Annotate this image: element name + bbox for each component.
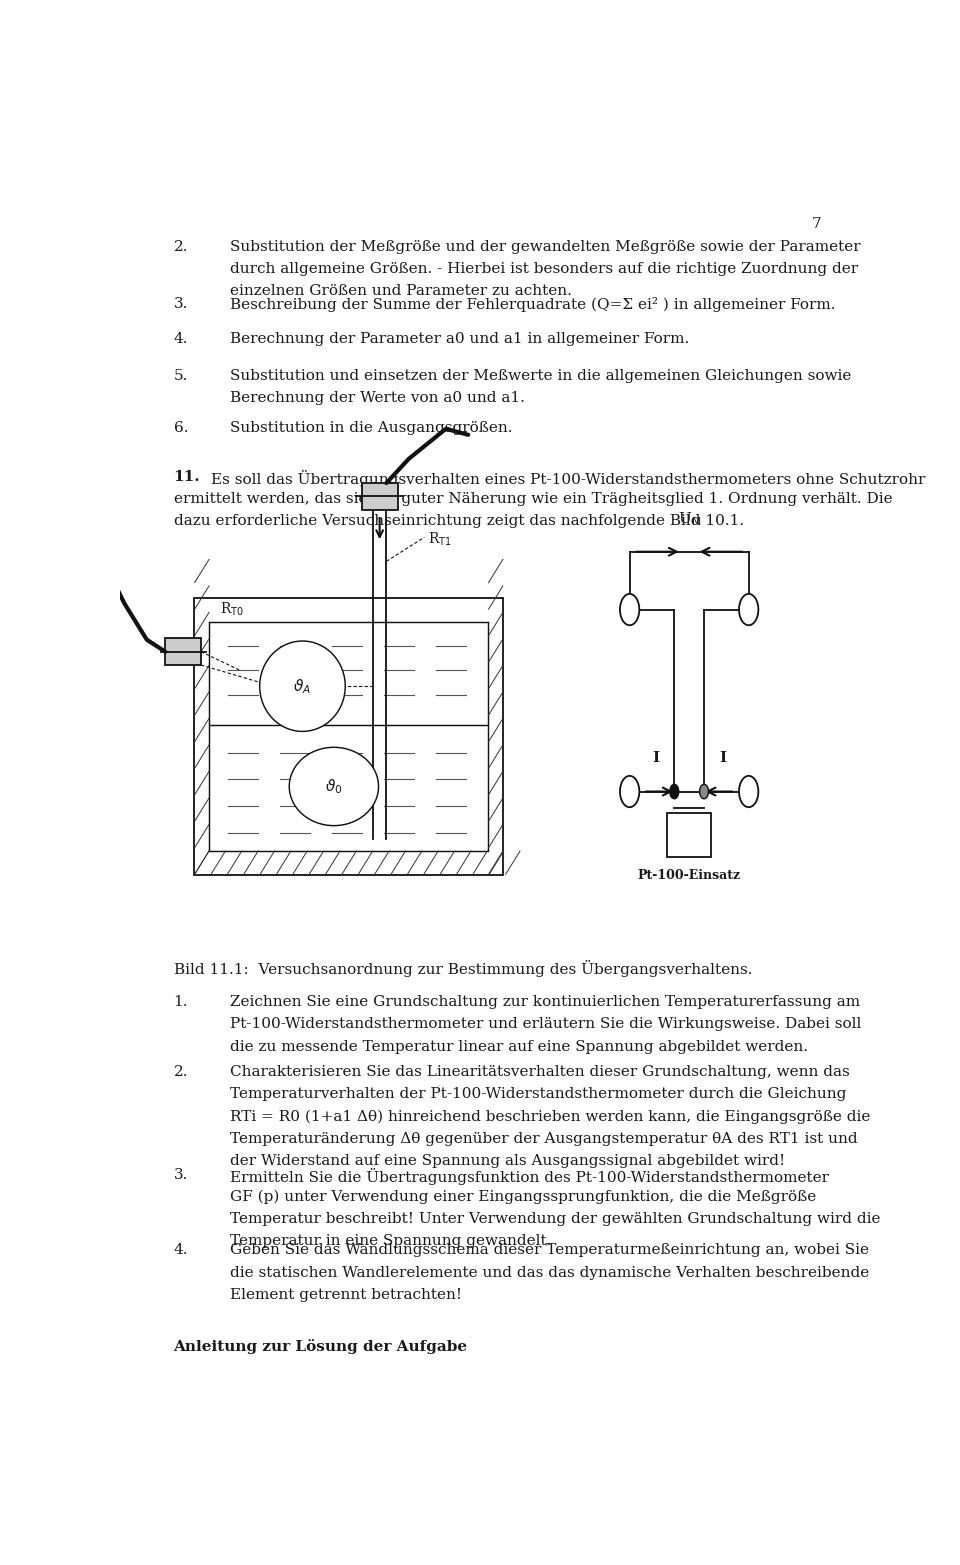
Text: der Widerstand auf eine Spannung als Ausgangssignal abgebildet wird!: der Widerstand auf eine Spannung als Aus… bbox=[230, 1155, 785, 1167]
Text: 5.: 5. bbox=[174, 368, 188, 382]
Text: Pt-100-Einsatz: Pt-100-Einsatz bbox=[637, 869, 741, 881]
Text: 11.: 11. bbox=[174, 470, 201, 484]
Text: Element getrennt betrachten!: Element getrennt betrachten! bbox=[230, 1288, 462, 1302]
Text: 7: 7 bbox=[812, 216, 822, 230]
Bar bbox=[362, 484, 397, 510]
Text: Pt-100-Widerstandsthermometer und erläutern Sie die Wirkungsweise. Dabei soll: Pt-100-Widerstandsthermometer und erläut… bbox=[230, 1017, 861, 1031]
Text: 3.: 3. bbox=[174, 1167, 188, 1182]
Circle shape bbox=[739, 776, 758, 808]
Text: durch allgemeine Größen. - Hierbei ist besonders auf die richtige Zuordnung der: durch allgemeine Größen. - Hierbei ist b… bbox=[230, 261, 858, 275]
Text: 4.: 4. bbox=[174, 1244, 188, 1257]
Text: 3.: 3. bbox=[174, 297, 188, 311]
Circle shape bbox=[739, 593, 758, 626]
Text: Substitution in die Ausgangsgrößen.: Substitution in die Ausgangsgrößen. bbox=[230, 421, 513, 435]
Bar bbox=[165, 639, 201, 665]
Text: die statischen Wandlerelemente und das das dynamische Verhalten beschreibende: die statischen Wandlerelemente und das d… bbox=[230, 1266, 870, 1280]
Text: RTi = R0 (1+a1 Δθ) hinreichend beschrieben werden kann, die Eingangsgröße die: RTi = R0 (1+a1 Δθ) hinreichend beschrieb… bbox=[230, 1110, 871, 1124]
Circle shape bbox=[670, 784, 679, 798]
Text: Beschreibung der Summe der Fehlerquadrate (Q=Σ ei² ) in allgemeiner Form.: Beschreibung der Summe der Fehlerquadrat… bbox=[230, 297, 835, 313]
Text: 4.: 4. bbox=[174, 332, 188, 346]
Text: die zu messende Temperatur linear auf eine Spannung abgebildet werden.: die zu messende Temperatur linear auf ei… bbox=[230, 1039, 808, 1053]
Text: Temperatur beschreibt! Unter Verwendung der gewählten Grundschaltung wird die: Temperatur beschreibt! Unter Verwendung … bbox=[230, 1211, 880, 1225]
Text: Charakterisieren Sie das Linearitätsverhalten dieser Grundschaltung, wenn das: Charakterisieren Sie das Linearitätsverh… bbox=[230, 1066, 850, 1080]
Text: $\vartheta_0$: $\vartheta_0$ bbox=[325, 778, 343, 797]
Bar bbox=[667, 814, 711, 856]
Text: U$_{\rm M}$: U$_{\rm M}$ bbox=[678, 510, 701, 527]
Text: Anleitung zur Lösung der Aufgabe: Anleitung zur Lösung der Aufgabe bbox=[174, 1338, 468, 1354]
Circle shape bbox=[700, 784, 708, 798]
Ellipse shape bbox=[289, 748, 378, 826]
Text: I: I bbox=[719, 751, 726, 765]
Text: Ermitteln Sie die Übertragungsfunktion des Pt-100-Widerstandsthermometer: Ermitteln Sie die Übertragungsfunktion d… bbox=[230, 1167, 829, 1185]
Text: $\vartheta_A$: $\vartheta_A$ bbox=[294, 676, 311, 695]
Text: 1.: 1. bbox=[174, 995, 188, 1009]
Text: 6.: 6. bbox=[174, 421, 188, 435]
Text: R$_{\rm T0}$: R$_{\rm T0}$ bbox=[221, 601, 245, 618]
Text: Substitution der Meßgröße und der gewandelten Meßgröße sowie der Parameter: Substitution der Meßgröße und der gewand… bbox=[230, 239, 861, 254]
Text: Berechnung der Parameter a0 und a1 in allgemeiner Form.: Berechnung der Parameter a0 und a1 in al… bbox=[230, 332, 689, 346]
Text: Geben Sie das Wandlungsschema dieser Temperaturmeßeinrichtung an, wobei Sie: Geben Sie das Wandlungsschema dieser Tem… bbox=[230, 1244, 869, 1257]
Text: einzelnen Größen und Parameter zu achten.: einzelnen Größen und Parameter zu achten… bbox=[230, 285, 572, 299]
Text: 2.: 2. bbox=[174, 1066, 188, 1080]
Ellipse shape bbox=[260, 642, 346, 731]
Text: 2.: 2. bbox=[174, 239, 188, 254]
Text: Zeichnen Sie eine Grundschaltung zur kontinuierlichen Temperaturerfassung am: Zeichnen Sie eine Grundschaltung zur kon… bbox=[230, 995, 860, 1009]
Text: R$_{\rm T1}$: R$_{\rm T1}$ bbox=[428, 531, 452, 548]
Text: I: I bbox=[652, 751, 660, 765]
Text: dazu erforderliche Versuchseinrichtung zeigt das nachfolgende Bild 10.1.: dazu erforderliche Versuchseinrichtung z… bbox=[174, 515, 744, 529]
Text: Bild 11.1:  Versuchsanordnung zur Bestimmung des Übergangsverhaltens.: Bild 11.1: Versuchsanordnung zur Bestimm… bbox=[174, 961, 752, 977]
Text: Temperatur in eine Spannung gewandelt.: Temperatur in eine Spannung gewandelt. bbox=[230, 1235, 551, 1249]
Text: Berechnung der Werte von a0 und a1.: Berechnung der Werte von a0 und a1. bbox=[230, 391, 525, 405]
Text: GF (p) unter Verwendung einer Eingangssprungfunktion, die die Meßgröße: GF (p) unter Verwendung einer Eingangssp… bbox=[230, 1189, 816, 1203]
Circle shape bbox=[620, 776, 639, 808]
Bar bbox=[209, 621, 489, 850]
Text: Substitution und einsetzen der Meßwerte in die allgemeinen Gleichungen sowie: Substitution und einsetzen der Meßwerte … bbox=[230, 368, 852, 382]
Text: ermittelt werden, das sich in guter Näherung wie ein Trägheitsglied 1. Ordnung v: ermittelt werden, das sich in guter Nähe… bbox=[174, 491, 892, 505]
Text: Es soll das Übertragungsverhalten eines Pt-100-Widerstandsthermometers ohne Schu: Es soll das Übertragungsverhalten eines … bbox=[211, 470, 925, 487]
Circle shape bbox=[620, 593, 639, 626]
Text: Temperaturänderung Δθ gegenüber der Ausgangstemperatur θA des RT1 ist und: Temperaturänderung Δθ gegenüber der Ausg… bbox=[230, 1131, 857, 1146]
Text: Temperaturverhalten der Pt-100-Widerstandsthermometer durch die Gleichung: Temperaturverhalten der Pt-100-Widerstan… bbox=[230, 1088, 847, 1102]
